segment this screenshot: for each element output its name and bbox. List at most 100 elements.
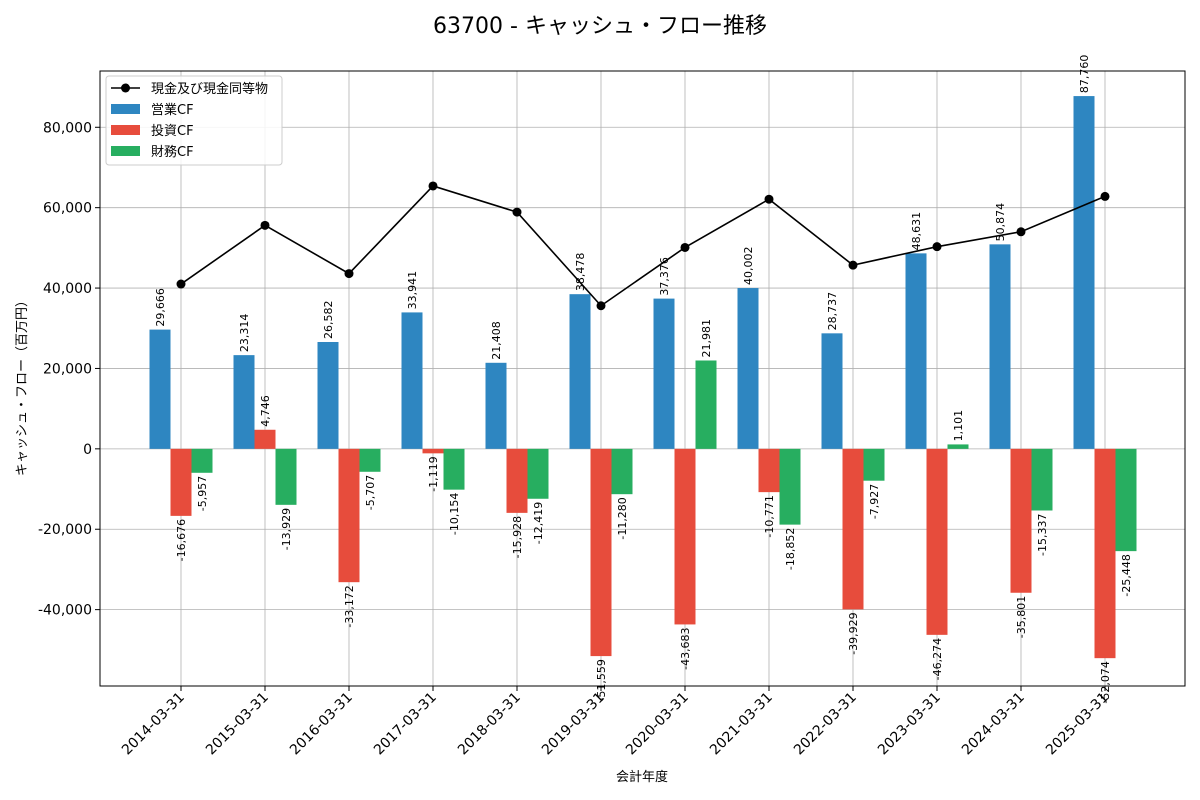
y-tick-label: 60,000 — [43, 201, 92, 217]
bar-投資CF — [170, 448, 192, 516]
bar-投資CF — [758, 448, 780, 493]
x-tick-label: 2019-03-31 — [539, 690, 608, 759]
bar-営業CF — [653, 298, 675, 449]
line-point — [344, 269, 354, 279]
data-label: -5,957 — [196, 476, 209, 511]
bar-営業CF — [989, 244, 1011, 449]
bar-投資CF — [422, 448, 444, 454]
y-axis-label: キャッシュ・フロー（百万円） — [15, 294, 30, 476]
chart-title: 63700 - キャッシュ・フロー推移 — [433, 14, 767, 39]
legend-swatch — [111, 104, 140, 114]
y-tick-label: 80,000 — [43, 120, 92, 136]
data-label: 1,101 — [952, 410, 965, 442]
data-label: -15,337 — [1036, 513, 1049, 555]
line-point — [1016, 227, 1026, 237]
bar-財務CF — [947, 444, 969, 449]
bar-投資CF — [590, 448, 612, 657]
data-label: 21,981 — [700, 319, 713, 358]
line-point — [428, 181, 438, 191]
legend-swatch — [111, 125, 140, 135]
data-label: 28,737 — [826, 292, 839, 331]
x-tick-label: 2024-03-31 — [959, 690, 1028, 759]
bar-営業CF — [569, 294, 591, 449]
data-label: -5,707 — [364, 475, 377, 510]
data-label: -25,448 — [1120, 554, 1133, 596]
bar-投資CF — [506, 448, 528, 513]
bar-投資CF — [674, 448, 696, 625]
data-label: 40,002 — [742, 247, 755, 286]
line-point — [932, 242, 942, 252]
data-label: -7,927 — [868, 484, 881, 519]
bar-財務CF — [611, 448, 633, 495]
x-axis-label: 会計年度 — [616, 769, 668, 785]
data-label: -13,929 — [280, 508, 293, 550]
x-tick-label: 2020-03-31 — [623, 690, 692, 759]
x-tick-label: 2014-03-31 — [119, 690, 188, 759]
data-label: -43,683 — [679, 627, 692, 669]
data-labels: 29,666 23,314 26,582 33,941 21,408 38,478 37,3… — [154, 55, 1133, 704]
bar-営業CF — [1073, 96, 1095, 449]
bar-営業CF — [401, 312, 423, 449]
line-point — [176, 279, 186, 289]
bar-財務CF — [1031, 448, 1053, 511]
x-tick-label: 2018-03-31 — [455, 690, 524, 759]
bar-営業CF — [149, 329, 171, 449]
line-point — [260, 220, 270, 230]
y-tick-label: -20,000 — [38, 522, 92, 538]
data-label: 26,582 — [322, 300, 335, 339]
data-label: 38,478 — [574, 253, 587, 292]
data-label: -1,119 — [427, 456, 440, 491]
bar-営業CF — [737, 288, 759, 449]
legend-marker — [121, 83, 130, 93]
line-series — [180, 185, 1106, 307]
data-label: -51,559 — [595, 659, 608, 701]
data-label: -16,676 — [175, 519, 188, 561]
bar-財務CF — [1115, 448, 1137, 552]
bar-投資CF — [254, 429, 276, 449]
data-label: 33,941 — [406, 271, 419, 310]
bar-投資CF — [1094, 448, 1116, 659]
line-point — [764, 194, 774, 204]
bar-財務CF — [779, 448, 801, 525]
data-label: 50,874 — [994, 203, 1007, 242]
bar-営業CF — [905, 253, 927, 449]
bar-財務CF — [443, 448, 465, 490]
bar-営業CF — [821, 333, 843, 449]
data-label: 48,631 — [910, 212, 923, 251]
data-label: 23,314 — [238, 314, 251, 353]
data-label: -33,172 — [343, 585, 356, 627]
data-label: 87,760 — [1078, 55, 1091, 94]
bar-投資CF — [842, 448, 864, 610]
bar-営業CF — [317, 341, 339, 449]
legend-swatch — [111, 146, 140, 156]
y-tick-label: 40,000 — [43, 281, 92, 297]
x-tick-label: 2023-03-31 — [875, 690, 944, 759]
data-label: -52,074 — [1099, 661, 1112, 703]
data-label: 37,376 — [658, 257, 671, 296]
cash-line — [176, 181, 1110, 311]
bar-投資CF — [926, 448, 948, 635]
legend-label: 財務CF — [151, 145, 194, 160]
data-label: -18,852 — [784, 528, 797, 570]
bar-財務CF — [527, 448, 549, 499]
data-label: -46,274 — [931, 638, 944, 680]
bar-財務CF — [863, 448, 885, 481]
line-point — [512, 207, 522, 217]
y-tick-label: 0 — [83, 442, 92, 458]
bar-財務CF — [695, 360, 717, 449]
data-label: 29,666 — [154, 288, 167, 327]
y-axis: -40,000 -20,000 0 20,000 40,000 60,000 80,000 — [38, 120, 100, 619]
x-tick-label: 2022-03-31 — [791, 690, 860, 759]
bar-営業CF — [233, 355, 255, 449]
bar-財務CF — [359, 448, 381, 472]
y-tick-label: 20,000 — [43, 361, 92, 377]
x-tick-label: 2015-03-31 — [203, 690, 272, 759]
legend-label: 投資CF — [151, 123, 194, 139]
x-tick-label: 2016-03-31 — [287, 690, 356, 759]
bar-営業CF — [485, 362, 507, 449]
data-label: -15,928 — [511, 516, 524, 558]
data-label: -10,771 — [763, 495, 776, 537]
line-point — [1100, 191, 1110, 201]
legend-label: 現金及び現金同等物 — [151, 81, 268, 97]
